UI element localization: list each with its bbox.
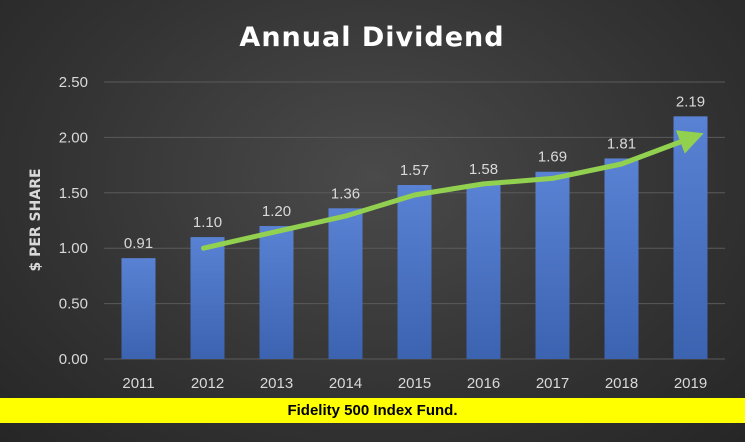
y-tick-label: 0.50: [59, 296, 88, 313]
bar: [535, 171, 570, 359]
x-tick-label: 2019: [674, 375, 707, 392]
y-tick-label: 2.50: [59, 74, 88, 91]
bar: [190, 237, 225, 359]
bar-data-label: 1.10: [193, 214, 222, 231]
bar: [397, 185, 432, 359]
trend-arrow: [201, 130, 704, 251]
bar: [466, 183, 501, 359]
bar-data-label: 2.19: [676, 93, 705, 110]
data-labels: 0.91 1.10 1.20 1.36 1.57 1.58 1.69 1.81 2.19: [124, 93, 705, 252]
x-tick-label: 2013: [260, 375, 293, 392]
trend-arrow-group: [201, 130, 704, 251]
bar: [259, 226, 294, 359]
bar: [673, 116, 708, 360]
bar: [604, 158, 639, 359]
bar-data-label: 1.57: [400, 162, 429, 179]
x-tick-label: 2012: [191, 375, 224, 392]
bar-data-label: 1.20: [262, 203, 291, 220]
chart-title: Annual Dividend: [239, 22, 504, 53]
bar-data-label: 0.91: [124, 235, 153, 252]
x-tick-label: 2016: [467, 375, 500, 392]
bar-data-label: 1.81: [607, 135, 636, 152]
bar-data-label: 1.58: [469, 161, 498, 178]
bar: [328, 208, 363, 359]
x-tick-label: 2011: [122, 375, 154, 392]
x-tick-label: 2015: [398, 375, 431, 392]
bar-data-label: 1.36: [331, 185, 360, 202]
x-tick-label: 2017: [536, 375, 569, 392]
x-tick-label: 2018: [605, 375, 638, 392]
annual-dividend-chart: Annual Dividend $ PER SHARE 0.00 0.50 1.00…: [28, 22, 725, 392]
y-axis-label: $ PER SHARE: [28, 168, 44, 271]
x-axis-ticks: 2011 2012 2013 2014 2015 2016 2017 2018 2019: [122, 375, 707, 392]
bar-data-label: 1.69: [538, 149, 567, 166]
bar: [121, 258, 156, 359]
x-tick-label: 2014: [329, 375, 362, 392]
y-axis-ticks: 0.00 0.50 1.00 1.50 2.00 2.50: [59, 74, 88, 368]
fund-name-banner: Fidelity 500 Index Fund.: [0, 398, 745, 423]
bars: [121, 116, 708, 360]
fund-name-text: Fidelity 500 Index Fund.: [287, 402, 458, 419]
y-tick-label: 1.50: [59, 185, 88, 202]
y-tick-label: 0.00: [59, 351, 88, 368]
y-tick-label: 1.00: [59, 240, 88, 257]
y-tick-label: 2.00: [59, 129, 88, 146]
